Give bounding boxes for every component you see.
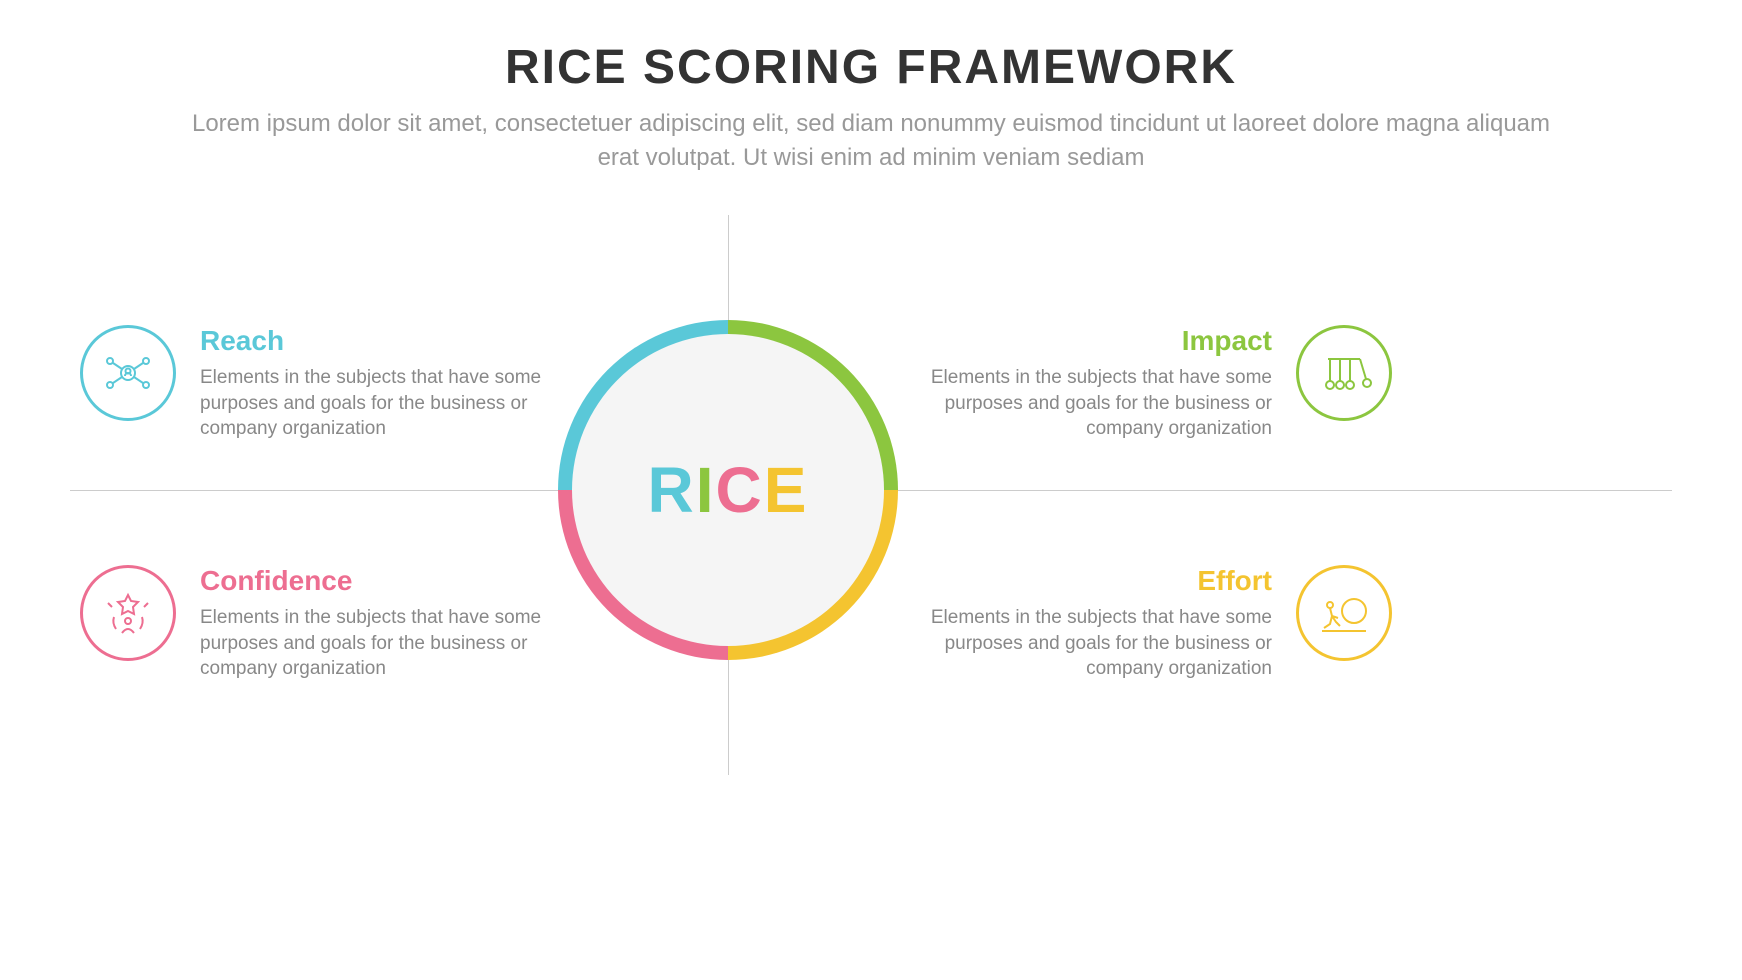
page-subtitle: Lorem ipsum dolor sit amet, consectetuer… (171, 107, 1571, 174)
effort-text: Effort Elements in the subjects that hav… (892, 565, 1272, 682)
impact-text: Impact Elements in the subjects that hav… (892, 325, 1272, 442)
confidence-text: Confidence Elements in the subjects that… (200, 565, 580, 682)
quadrant-impact: Impact Elements in the subjects that hav… (892, 325, 1392, 442)
effort-icon (1296, 565, 1392, 661)
confidence-title: Confidence (200, 565, 580, 597)
page-title: RICE SCORING FRAMEWORK (0, 40, 1742, 95)
quadrant-effort: Effort Elements in the subjects that hav… (892, 565, 1392, 682)
reach-icon (80, 325, 176, 421)
quadrant-confidence: Confidence Elements in the subjects that… (80, 565, 580, 682)
effort-desc: Elements in the subjects that have some … (892, 605, 1272, 682)
impact-icon (1296, 325, 1392, 421)
rice-letter-r: R (648, 453, 696, 527)
confidence-desc: Elements in the subjects that have some … (200, 605, 580, 682)
center-circle: RICE (558, 320, 898, 660)
reach-title: Reach (200, 325, 580, 357)
rice-letter-e: E (764, 453, 809, 527)
rice-acronym: RICE (648, 453, 809, 527)
ring-inner: RICE (572, 334, 884, 646)
effort-title: Effort (892, 565, 1272, 597)
reach-desc: Elements in the subjects that have some … (200, 365, 580, 442)
rice-letter-c: C (716, 453, 764, 527)
impact-desc: Elements in the subjects that have some … (892, 365, 1272, 442)
reach-text: Reach Elements in the subjects that have… (200, 325, 580, 442)
quadrant-reach: Reach Elements in the subjects that have… (80, 325, 580, 442)
impact-title: Impact (892, 325, 1272, 357)
rice-letter-i: I (696, 453, 716, 527)
rice-diagram: RICE Reach Elements in the subjects that… (0, 215, 1742, 980)
confidence-icon (80, 565, 176, 661)
header: RICE SCORING FRAMEWORK Lorem ipsum dolor… (0, 0, 1742, 174)
